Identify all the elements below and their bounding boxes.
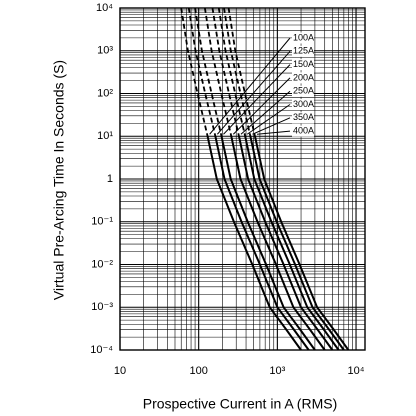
- dashed-curve: [211, 7, 240, 137]
- plot-frame: [119, 7, 366, 351]
- y-tick-label: 10⁴: [96, 2, 113, 14]
- dashed-curve: [187, 7, 217, 137]
- dashed-curve: [217, 7, 247, 137]
- label-background: [292, 112, 314, 124]
- dashed-curve: [204, 7, 233, 137]
- series-label: 350A: [293, 112, 314, 122]
- y-tick-label: 10¹: [97, 130, 113, 142]
- label-background: [292, 32, 314, 44]
- leader-line: [252, 117, 291, 135]
- series-label: 400A: [293, 125, 314, 135]
- leader-line: [209, 37, 291, 135]
- dashed-curve: [180, 7, 209, 137]
- x-tick-label: 10: [114, 365, 126, 377]
- dashed-curve: [223, 7, 252, 137]
- leader-line: [256, 130, 291, 135]
- y-tick-label: 10³: [97, 45, 113, 57]
- label-background: [292, 59, 314, 71]
- series-label: 150A: [293, 59, 314, 69]
- x-tick-label: 10³: [269, 365, 285, 377]
- x-axis-label: Prospective Current in A (RMS): [143, 396, 338, 412]
- curve: [220, 136, 316, 351]
- y-tick-label: 10⁻¹: [91, 216, 113, 228]
- label-background: [292, 125, 314, 137]
- label-background: [292, 72, 314, 84]
- series-label: 100A: [293, 32, 314, 42]
- y-axis-label: Virtual Pre-Arcing Time In Seconds (S): [51, 60, 67, 300]
- dashed-curve: [194, 7, 223, 137]
- curve: [254, 136, 350, 351]
- series-label: 125A: [293, 46, 314, 56]
- curve: [230, 136, 326, 351]
- series-label: 200A: [293, 72, 314, 82]
- curve: [249, 136, 345, 351]
- leader-line: [223, 64, 291, 135]
- leader-line: [232, 77, 291, 135]
- leader-line: [246, 104, 291, 135]
- label-background: [292, 85, 314, 97]
- dashed-curve: [227, 7, 256, 137]
- label-background: [292, 45, 314, 57]
- x-tick-label: 100: [189, 365, 207, 377]
- series-label: 250A: [293, 86, 314, 96]
- curve: [206, 136, 302, 351]
- x-tick-label: 10⁴: [348, 365, 365, 377]
- label-background: [292, 99, 314, 110]
- leader-line: [216, 50, 291, 135]
- y-tick-label: 10²: [97, 87, 113, 99]
- y-tick-label: 10⁻⁴: [90, 344, 113, 356]
- curve: [244, 136, 340, 351]
- curve: [238, 136, 334, 351]
- y-tick-label: 10⁻²: [91, 258, 113, 270]
- y-tick-label: 10⁻³: [91, 301, 113, 313]
- y-tick-label: 1: [107, 173, 113, 185]
- curve: [214, 136, 310, 351]
- series-label: 300A: [293, 99, 314, 109]
